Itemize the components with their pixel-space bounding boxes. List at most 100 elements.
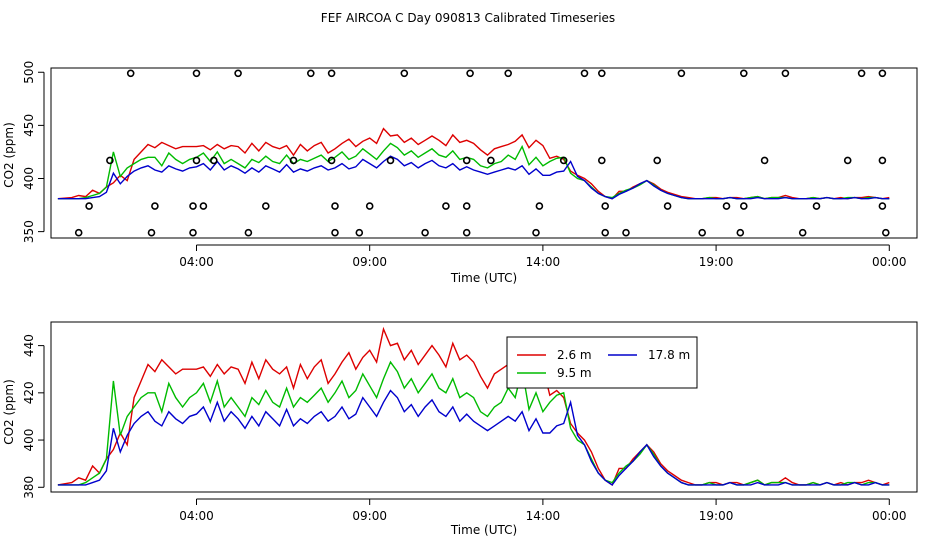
flag-marker [878, 202, 887, 210]
flag-marker [365, 202, 374, 210]
flag-marker [400, 69, 409, 78]
legend-label-17-8m: 17.8 m [648, 348, 690, 362]
flag-marker [781, 69, 790, 78]
bottom-y-tick-label: 380 [22, 476, 36, 499]
flag-marker [857, 69, 866, 78]
flag-marker [601, 228, 610, 237]
flag-marker [74, 228, 83, 237]
top-marker-layer [74, 69, 890, 237]
top-series-layer [57, 127, 890, 200]
bottom-y-tick-label: 400 [22, 429, 36, 452]
bottom-series-9-5-mm-line [57, 360, 890, 486]
bottom-x-tick-label: 09:00 [352, 509, 387, 523]
top-x-tick-label: 14:00 [526, 255, 561, 269]
flag-marker [289, 156, 298, 165]
flag-marker [106, 156, 114, 165]
flag-marker [622, 228, 630, 237]
top-panel: 04:00 09:00 14:00 19:00 00:00 350 400 450 500 T… [2, 61, 918, 285]
bottom-x-tick-label: 04:00 [179, 509, 214, 523]
flag-marker [462, 202, 471, 210]
flag-marker [386, 156, 395, 165]
flag-marker [487, 156, 495, 165]
flag-marker [189, 228, 197, 237]
flag-marker [192, 156, 201, 165]
bottom-panel: 04:00 09:00 14:00 19:00 00:00 380 400 420 440 T… [2, 321, 918, 537]
top-x-axis: 04:00 09:00 14:00 19:00 00:00 [179, 244, 907, 269]
bottom-y-axis-label: CO2 (ppm) [2, 379, 16, 445]
bottom-series-layer [57, 326, 890, 486]
flag-marker [442, 202, 450, 210]
flag-marker [736, 228, 745, 237]
top-x-axis-label: Time (UTC) [450, 271, 517, 285]
bottom-x-axis-label: Time (UTC) [450, 523, 517, 537]
flag-marker [597, 156, 606, 165]
page-title: FEF AIRCOA C Day 090813 Calibrated Times… [321, 11, 615, 25]
top-y-tick-label: 450 [22, 114, 36, 137]
flag-marker [843, 156, 852, 165]
flag-marker [126, 69, 135, 78]
bottom-x-axis: 04:00 09:00 14:00 19:00 00:00 [179, 498, 907, 523]
bottom-x-tick-label: 19:00 [699, 509, 734, 523]
flag-marker [244, 228, 253, 237]
top-plot-frame [50, 67, 918, 239]
flag-marker [580, 69, 589, 78]
flag-marker [306, 69, 315, 78]
flag-marker [878, 156, 887, 165]
top-y-tick-label: 400 [22, 167, 36, 190]
bottom-plot-frame [50, 321, 918, 493]
top-series-9-5-mm-line [57, 142, 890, 200]
flag-marker [466, 69, 474, 78]
flag-marker [760, 156, 769, 165]
flag-marker [462, 228, 471, 237]
flag-marker [189, 202, 197, 210]
flag-marker [597, 69, 606, 78]
flag-marker [601, 202, 610, 210]
flag-marker [798, 228, 807, 237]
top-x-tick-label: 19:00 [699, 255, 734, 269]
flag-marker [151, 202, 159, 210]
bottom-y-axis: 380 400 420 440 [22, 334, 45, 499]
flag-marker [355, 228, 364, 237]
flag-marker [261, 202, 270, 210]
bottom-x-tick-label: 00:00 [872, 509, 907, 523]
flag-marker [722, 202, 731, 210]
flag-marker [327, 69, 336, 78]
legend: 2.6 m 17.8 m 9.5 m [506, 336, 698, 389]
top-y-tick-label: 350 [22, 220, 36, 243]
flag-marker [234, 69, 242, 78]
flag-marker [147, 228, 156, 237]
flag-marker [210, 156, 218, 165]
flag-marker [327, 156, 336, 165]
flag-marker [878, 69, 887, 78]
flag-marker [504, 69, 513, 78]
top-x-tick-label: 04:00 [179, 255, 214, 269]
flag-marker [331, 202, 339, 210]
bottom-y-tick-label: 420 [22, 381, 36, 404]
flag-marker [739, 69, 748, 78]
flag-marker [881, 228, 890, 237]
top-y-axis: 350 400 450 500 [22, 61, 45, 243]
legend-box [506, 336, 698, 389]
top-series-17-8-mm-line [57, 155, 890, 200]
flag-marker [331, 228, 339, 237]
flag-marker [421, 228, 429, 237]
legend-label-9-5m: 9.5 m [557, 366, 592, 380]
bottom-series-17-8-mm-line [57, 389, 890, 486]
flag-marker [698, 228, 707, 237]
bottom-y-tick-label: 440 [22, 334, 36, 357]
flag-marker [677, 69, 686, 78]
legend-label-2-6m: 2.6 m [557, 348, 592, 362]
flag-marker [199, 202, 208, 210]
bottom-x-tick-label: 14:00 [526, 509, 561, 523]
flag-marker [535, 202, 544, 210]
flag-marker [85, 202, 93, 210]
flag-marker [653, 156, 662, 165]
flag-marker [559, 156, 568, 165]
flag-marker [663, 202, 672, 210]
top-y-axis-label: CO2 (ppm) [2, 122, 16, 188]
top-x-tick-label: 09:00 [352, 255, 387, 269]
flag-marker [812, 202, 821, 210]
flag-marker [192, 69, 201, 78]
top-y-tick-label: 500 [22, 61, 36, 84]
